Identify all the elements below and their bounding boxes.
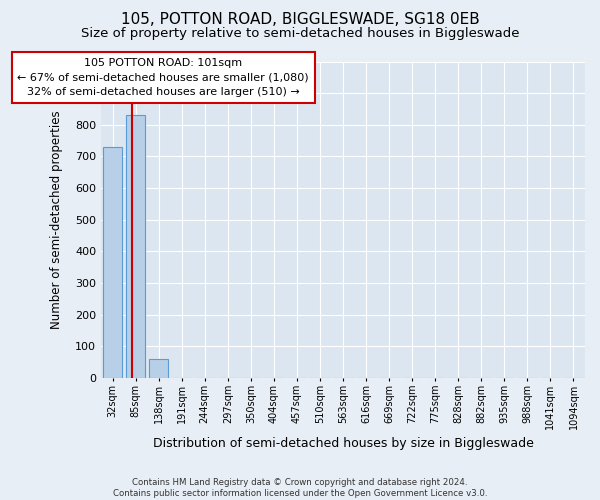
Text: 105, POTTON ROAD, BIGGLESWADE, SG18 0EB: 105, POTTON ROAD, BIGGLESWADE, SG18 0EB: [121, 12, 479, 28]
Text: Contains HM Land Registry data © Crown copyright and database right 2024.
Contai: Contains HM Land Registry data © Crown c…: [113, 478, 487, 498]
Bar: [126, 116, 145, 378]
Y-axis label: Number of semi-detached properties: Number of semi-detached properties: [50, 110, 62, 329]
Bar: [103, 147, 122, 378]
Text: 105 POTTON ROAD: 101sqm
← 67% of semi-detached houses are smaller (1,080)
32% of: 105 POTTON ROAD: 101sqm ← 67% of semi-de…: [17, 58, 309, 97]
Text: Size of property relative to semi-detached houses in Biggleswade: Size of property relative to semi-detach…: [81, 28, 519, 40]
X-axis label: Distribution of semi-detached houses by size in Biggleswade: Distribution of semi-detached houses by …: [152, 437, 533, 450]
Bar: [149, 359, 169, 378]
